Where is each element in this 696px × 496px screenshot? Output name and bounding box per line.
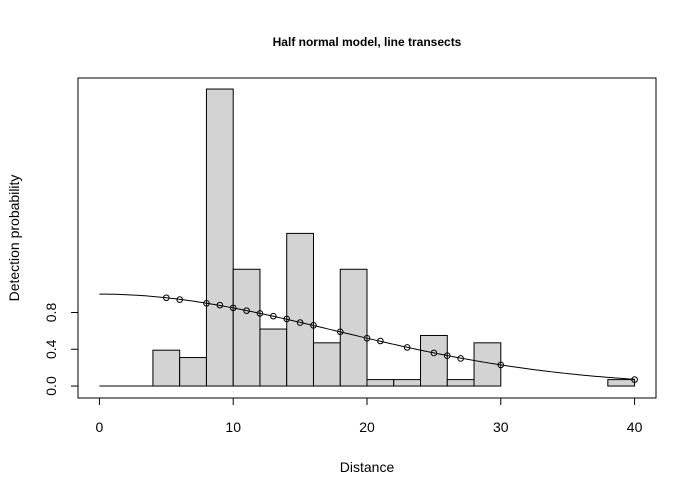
histogram-bar	[286, 232, 314, 387]
x-tick-label: 30	[493, 419, 509, 435]
y-tick-label: 0.0	[43, 376, 59, 396]
data-point	[216, 301, 224, 309]
histogram-bar	[393, 379, 422, 387]
histogram-bar	[312, 342, 341, 387]
chart-title: Half normal model, line transects	[273, 35, 462, 49]
detection-points	[163, 294, 638, 383]
y-tick-label: 0.8	[43, 303, 59, 323]
data-point	[283, 315, 291, 323]
data-point	[163, 294, 170, 302]
data-point	[176, 296, 183, 303]
x-axis-label: Distance	[340, 459, 395, 475]
histogram-bars	[99, 88, 636, 387]
data-point	[256, 310, 264, 317]
data-point	[229, 304, 237, 312]
x-tick-label: 0	[96, 419, 104, 435]
histogram-bar	[366, 379, 395, 387]
histogram-bar	[232, 268, 261, 387]
histogram-bar	[446, 379, 475, 387]
detection-curve	[99, 293, 635, 380]
histogram-bar	[259, 328, 288, 387]
x-tick-label: 10	[225, 419, 241, 435]
data-point	[270, 312, 277, 320]
data-point	[457, 355, 464, 362]
histogram-bar	[339, 268, 368, 387]
data-point	[310, 322, 317, 329]
data-point	[243, 307, 250, 314]
histogram-bar	[607, 379, 636, 387]
x-tick-label: 20	[359, 419, 375, 435]
data-point	[336, 328, 344, 336]
data-point	[296, 319, 304, 326]
y-axis-label: Detection probability	[6, 175, 22, 302]
y-axis: 0.0 0.4 0.8	[43, 303, 79, 396]
x-axis: 0 10 20 30 40	[96, 397, 643, 435]
data-point	[430, 349, 438, 357]
data-point	[363, 334, 371, 342]
histogram-bar	[179, 357, 207, 387]
histogram-bar	[205, 88, 234, 387]
data-point	[631, 376, 638, 383]
data-point	[443, 352, 451, 360]
data-point	[497, 361, 505, 369]
data-point	[377, 337, 384, 345]
y-tick-label: 0.4	[43, 339, 59, 359]
histogram-bar	[152, 349, 181, 387]
x-tick-label: 40	[627, 419, 643, 435]
data-point	[203, 299, 210, 307]
data-point	[403, 344, 411, 351]
histogram-bar	[420, 334, 448, 387]
